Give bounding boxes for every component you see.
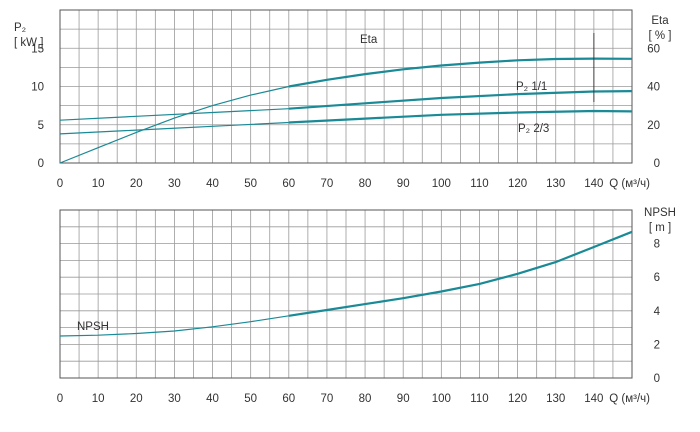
series-line-eta: [288, 57, 633, 88]
y-right-axis-title: NPSH: [644, 207, 676, 219]
x-tick-label: 30: [168, 178, 181, 190]
y-right-tick-label: 6: [654, 272, 660, 284]
x-tick-label: 140: [584, 393, 603, 405]
x-tick-label: 60: [282, 393, 295, 405]
series-label: Eta: [360, 34, 378, 46]
series-line-p-1-1: [288, 90, 633, 110]
x-tick-label: 10: [92, 178, 105, 190]
x-axis-label: Q (м³/ч): [609, 393, 650, 405]
x-tick-label: 90: [397, 178, 410, 190]
x-tick-label: 140: [584, 178, 603, 190]
series-line-p-2-3: [288, 109, 633, 124]
series-label: NPSH: [77, 321, 109, 333]
y-left-tick-label: 10: [31, 82, 44, 94]
y-right-tick-label: 4: [654, 306, 661, 318]
x-tick-label: 50: [244, 178, 257, 190]
y-right-tick-label: 40: [647, 82, 660, 94]
x-axis-label: Q (м³/ч): [609, 178, 650, 190]
y-left-tick-label: 5: [38, 120, 44, 132]
series-line-npsh-start: [59, 315, 289, 337]
x-tick-label: 40: [206, 393, 219, 405]
y-right-tick-label: 20: [647, 120, 660, 132]
y-right-tick-label: 0: [654, 158, 660, 170]
series-label: P₂ 2/3: [518, 123, 549, 135]
x-tick-label: 80: [359, 393, 372, 405]
x-tick-label: 110: [470, 393, 488, 405]
x-tick-label: 0: [57, 178, 63, 190]
x-tick-label: 90: [397, 393, 410, 405]
x-tick-label: 130: [546, 178, 565, 190]
x-tick-label: 30: [168, 393, 181, 405]
y-left-axis-title: P₂: [14, 22, 26, 34]
x-tick-label: 130: [546, 393, 565, 405]
y-right-axis-unit: [ m ]: [649, 222, 671, 234]
x-tick-label: 20: [130, 393, 143, 405]
y-right-tick-label: 60: [647, 43, 660, 55]
x-tick-label: 60: [282, 178, 295, 190]
series-line-p-2-3-start: [59, 121, 289, 135]
x-tick-label: 80: [359, 178, 372, 190]
plot-frame: [59, 209, 633, 379]
y-right-tick-label: 8: [654, 239, 660, 251]
series-line-eta-start: [59, 85, 289, 164]
x-tick-label: 0: [57, 393, 63, 405]
x-tick-label: 120: [508, 393, 527, 405]
x-tick-label: 110: [470, 178, 488, 190]
series-line-npsh: [288, 230, 633, 317]
x-tick-label: 20: [130, 178, 143, 190]
y-right-tick-label: 0: [654, 373, 660, 385]
x-tick-label: 10: [92, 393, 105, 405]
y-left-tick-label: 15: [31, 43, 44, 55]
x-tick-label: 40: [206, 178, 219, 190]
plot-frame: [59, 9, 633, 164]
x-tick-label: 120: [508, 178, 527, 190]
x-tick-label: 100: [432, 393, 451, 405]
y-left-tick-label: 0: [38, 158, 44, 170]
y-right-tick-label: 2: [654, 339, 660, 351]
x-tick-label: 50: [244, 393, 257, 405]
x-tick-label: 70: [321, 393, 334, 405]
x-tick-label: 100: [432, 178, 451, 190]
y-right-axis-unit: [ % ]: [648, 30, 671, 42]
series-line-p-1-1-start: [59, 108, 289, 121]
series-label: P₂ 1/1: [516, 81, 547, 93]
y-right-axis-title: Eta: [651, 15, 669, 27]
x-tick-label: 70: [321, 178, 334, 190]
y-left-axis-unit: [ kW ]: [14, 37, 43, 49]
